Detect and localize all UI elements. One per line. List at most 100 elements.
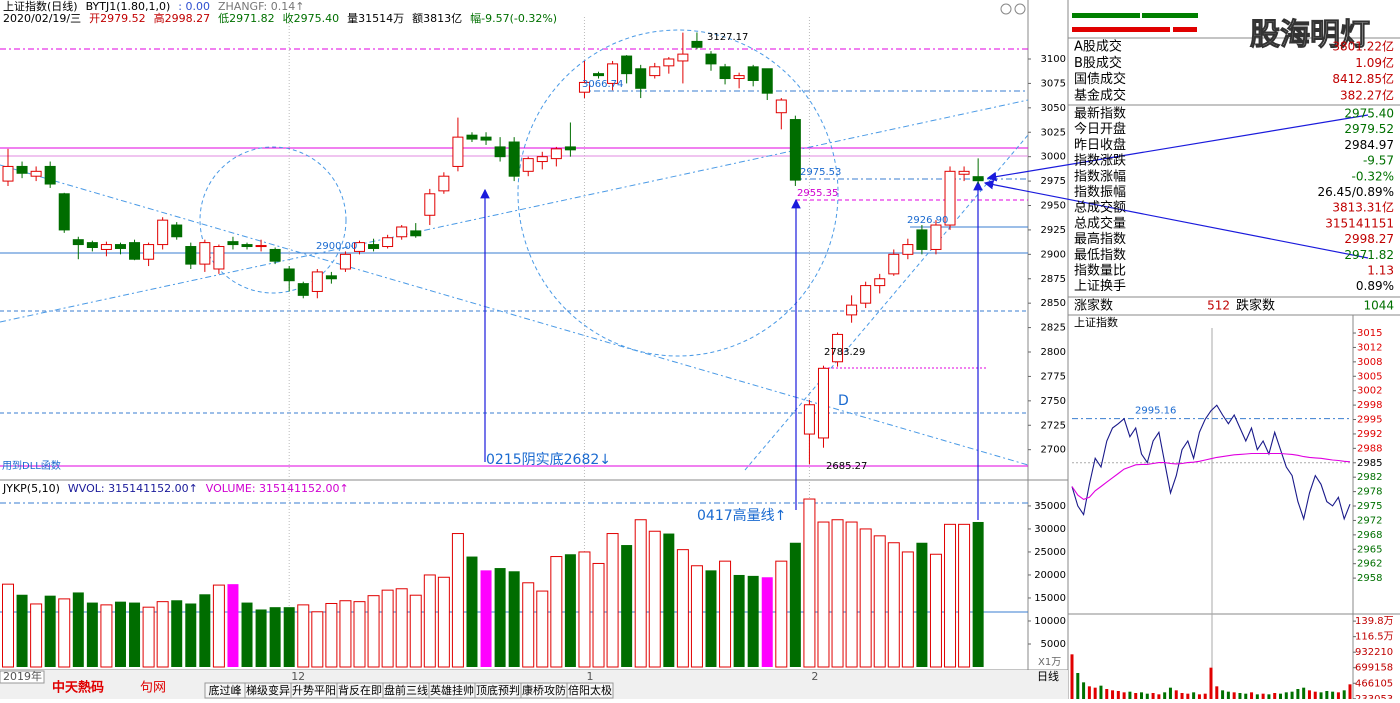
y-tick-label: 932210 (1355, 647, 1393, 658)
candle-body (536, 156, 548, 163)
candle-body (902, 244, 914, 255)
volume-bar (901, 551, 914, 668)
y-tick-label: 2850 (1041, 298, 1066, 309)
volume-bar (663, 533, 675, 667)
series-line (1071, 404, 1351, 521)
y-tick-label: 5000 (1041, 639, 1066, 650)
tab-label: 背反在即 (338, 683, 382, 697)
volume-bar (212, 584, 225, 668)
volume-bar (1099, 685, 1103, 699)
y-tick-label: 10000 (1034, 616, 1066, 627)
y-tick-label: 2700 (1041, 445, 1066, 456)
annotation: 2926.90 (907, 215, 948, 226)
candle-body (846, 304, 858, 316)
series-line (1071, 452, 1351, 501)
candle-body (16, 165, 28, 174)
volume-bar (536, 590, 549, 668)
volume-bar (550, 556, 563, 668)
candle-body (452, 136, 464, 167)
circle-marker (199, 146, 347, 294)
panel-value: 3801.22亿 (1332, 39, 1394, 54)
tab-label: 盘前三线 (384, 683, 428, 697)
header-line-item: : 0.00 (178, 0, 210, 13)
window-button[interactable] (1014, 3, 1026, 15)
panel-label: 基金成交 (1074, 87, 1126, 103)
volume-bar (1267, 694, 1271, 699)
volume-bar (311, 611, 324, 668)
panel-value: 2998.27 (1344, 232, 1394, 246)
candle-body (424, 193, 436, 216)
volume-bar (1238, 693, 1242, 699)
volume-bar (1128, 691, 1132, 699)
header-quote-item: 2020/02/19/三 (3, 12, 81, 25)
panel-label: 最高指数 (1074, 231, 1126, 247)
candle-body (410, 230, 422, 237)
volume-bar (100, 604, 113, 668)
panel-label: 指数涨跌 (1074, 153, 1126, 169)
volume-bar (1232, 692, 1236, 699)
y-tick-label: 116.5万 (1355, 632, 1394, 643)
panel-value: 2971.82 (1344, 248, 1394, 262)
volume-bar (1221, 690, 1225, 699)
x-axis-start: 2019年 (3, 669, 42, 683)
volume-bar (1186, 693, 1190, 699)
candle-body (691, 40, 703, 48)
volume-bar (339, 600, 352, 668)
volume-header-item: VOLUME: 315141152.00↑ (206, 482, 349, 495)
candle-body (508, 141, 520, 177)
candle-body (283, 268, 295, 282)
y-tick-label: 3015 (1357, 328, 1382, 339)
volume-bar (1284, 692, 1288, 699)
y-tick-label: 2825 (1041, 323, 1066, 334)
annotation: 3066.74 (582, 79, 623, 90)
y-tick-label: 25000 (1034, 547, 1066, 558)
circle-marker (517, 29, 839, 357)
header-quote-item: 量31514万 (347, 12, 404, 25)
annotation: 2685.27 (826, 461, 867, 472)
panel-label: 总成交额 (1074, 200, 1126, 216)
tab-label: 康桥攻防 (522, 683, 566, 697)
y-tick-label: 2925 (1041, 225, 1066, 236)
candle-body (761, 68, 773, 94)
y-tick-label: 2978 (1357, 487, 1382, 498)
header-quote-item: 额3813亿 (412, 12, 462, 25)
window-button[interactable] (1000, 3, 1012, 15)
volume-bar (578, 551, 591, 668)
x-tick-label: 12 (291, 670, 305, 683)
panel-value: 2975.40 (1344, 107, 1394, 121)
watermark: 股海明灯 (1250, 18, 1370, 53)
volume-bar (269, 607, 281, 667)
candle-body (677, 53, 689, 62)
y-tick-label: 35000 (1034, 501, 1066, 512)
volume-header: JYKP(5,10) WVOL: 315141152.00↑ VOLUME: 315… (2, 482, 349, 495)
arrows (480, 114, 1369, 520)
candle-body (241, 244, 253, 248)
candle-body (789, 119, 801, 181)
volume-bar (1145, 693, 1149, 699)
volume-bar (423, 574, 436, 668)
annotation: 0215阴实底2682↓ (486, 452, 611, 468)
annotation: 2975.53 (800, 167, 841, 178)
tab[interactable] (566, 682, 614, 699)
volume-bar (1203, 693, 1207, 699)
candle-body (635, 68, 647, 89)
y-tick-label: 3005 (1357, 371, 1382, 382)
volume-bar (1180, 693, 1184, 699)
volume-bar (1105, 689, 1109, 699)
volume-bar (1336, 692, 1340, 699)
panel-value: -0.32% (1352, 169, 1394, 183)
header-line-item: 上证指数(日线) (3, 0, 78, 13)
panel-value: 0.89% (1356, 279, 1394, 293)
y-tick-label: 466105 (1355, 678, 1393, 689)
volume-bar (1273, 693, 1277, 699)
breadth-label: 跌家数 (1236, 298, 1275, 314)
panel-label: 总成交量 (1074, 215, 1126, 231)
candle-body (705, 53, 717, 65)
volume-bar (803, 498, 816, 668)
tab-label: 升势平阳 (292, 684, 336, 697)
intraday-title: 上证指数 (1074, 315, 1118, 329)
annotation: 2900.00 (316, 241, 357, 252)
panel-label: 指数量比 (1074, 264, 1126, 279)
y-tick-label: 3008 (1357, 357, 1382, 368)
trend-line (744, 134, 1029, 471)
